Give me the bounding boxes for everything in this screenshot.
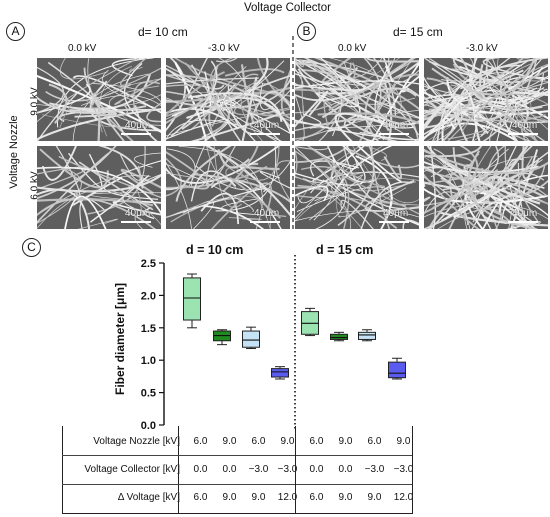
scale-bar: [508, 133, 538, 135]
y-tick-label: 2.0: [141, 290, 156, 302]
table-cell: 9.0: [396, 435, 411, 447]
row-label-voltage-collector: Voltage Collector [kV]: [84, 463, 180, 475]
table-rule: [412, 426, 413, 514]
table-cell: −3.0: [248, 463, 269, 475]
figure-title: Voltage Collector: [244, 2, 331, 14]
scale-bar: [508, 221, 538, 223]
table-cell: 9.0: [338, 435, 353, 447]
box-plot: 0.0 0.5 1.0 1.5 2.0 2.5: [141, 255, 406, 430]
sem-image-d15-9kv-0kv: 40μm: [295, 58, 419, 141]
box: [358, 331, 376, 340]
table-cell: 9.0: [367, 491, 382, 503]
row-label-voltage-nozzle: Voltage Nozzle [kV]: [93, 435, 180, 447]
scale-bar: [379, 133, 409, 135]
box: [183, 277, 201, 321]
y-tick-label: 2.5: [141, 258, 156, 270]
table-cell: 9.0: [222, 491, 237, 503]
table-cell: −3.0: [393, 463, 414, 475]
scale-bar: [250, 133, 280, 135]
box: [271, 368, 289, 378]
table-cell: −3.0: [364, 463, 385, 475]
table-rule: [62, 484, 412, 485]
sem-image-d10-9kv-0kv: 40μm: [37, 58, 161, 141]
column-header-b-0kv: 0.0 kV: [338, 43, 367, 54]
table-cell: 6.0: [309, 435, 324, 447]
scale-bar-label: 40μm: [125, 208, 151, 219]
sem-image-d10-6kv-0kv: 40μm: [37, 146, 161, 229]
group-title-d15: d = 15 cm: [316, 243, 374, 257]
table-cell: 12.0: [393, 491, 414, 503]
column-header-a-0kv: 0.0 kV: [68, 43, 97, 54]
table-rule: [62, 455, 412, 456]
table-cell: −3.0: [277, 463, 298, 475]
scale-bar-label: 40μm: [125, 120, 151, 131]
table-cell: 9.0: [338, 491, 353, 503]
panel-c-letter: C: [22, 238, 41, 257]
scale-bar-label: 40μm: [254, 120, 280, 131]
table-rule: [178, 426, 179, 514]
table-cell: 0.0: [193, 463, 208, 475]
row-label-delta-voltage: Δ Voltage [kV]: [117, 491, 180, 503]
sem-image-d15-6kv-3kv: 40μm: [424, 146, 548, 229]
panel-b-letter: B: [297, 22, 316, 41]
sem-image-d10-6kv-3kv: 40μm: [166, 146, 290, 229]
scale-bar-label: 40μm: [254, 208, 280, 219]
table-rule: [62, 513, 412, 514]
panel-a-letter: A: [6, 22, 25, 41]
column-header-a-3kv: -3.0 kV: [208, 43, 240, 54]
y-tick-label: 0.5: [141, 388, 156, 400]
y-tick-label: 1.0: [141, 355, 156, 367]
table-row: Voltage Nozzle [kV] 6.0 9.0 6.0 9.0 6.0 …: [62, 427, 418, 455]
table-cell: 6.0: [193, 491, 208, 503]
table-cell: 0.0: [338, 463, 353, 475]
scale-bar: [121, 221, 151, 223]
scale-bar-label: 40μm: [383, 120, 409, 131]
table-cell: 9.0: [251, 491, 266, 503]
box: [330, 333, 348, 340]
table-cell: 9.0: [222, 435, 237, 447]
row-axis-label: Voltage Nozzle: [8, 115, 20, 189]
parameter-table: Voltage Nozzle [kV] 6.0 9.0 6.0 9.0 6.0 …: [62, 427, 418, 511]
column-header-b-3kv: -3.0 kV: [466, 43, 498, 54]
scale-bar-label: 40μm: [512, 120, 538, 131]
table-cell: 9.0: [280, 435, 295, 447]
table-row: Voltage Collector [kV] 0.0 0.0 −3.0 −3.0…: [62, 455, 418, 483]
sem-image-d15-9kv-3kv: 40μm: [424, 58, 548, 141]
table-cell: 0.0: [222, 463, 237, 475]
y-tick-label: 0.0: [141, 420, 156, 430]
panel-a-distance-label: d= 10 cm: [138, 25, 188, 39]
scale-bar-label: 40μm: [383, 208, 409, 219]
group-title-d10: d = 10 cm: [186, 243, 244, 257]
group-separator-table: [295, 426, 296, 514]
scale-bar-label: 40μm: [512, 208, 538, 219]
panel-separator-top: [292, 36, 294, 232]
table-cell: 6.0: [309, 491, 324, 503]
table-cell: 6.0: [251, 435, 266, 447]
sem-image-d10-9kv-3kv: 40μm: [166, 58, 290, 141]
y-tick-label: 1.5: [141, 323, 156, 335]
scale-bar: [379, 221, 409, 223]
box: [242, 330, 260, 348]
table-cell: 0.0: [309, 463, 324, 475]
scale-bar: [250, 221, 280, 223]
table-cell: 6.0: [367, 435, 382, 447]
table-cell: 12.0: [277, 491, 298, 503]
sem-image-d15-6kv-0kv: 40μm: [295, 146, 419, 229]
box: [388, 361, 406, 379]
table-row: Δ Voltage [kV] 6.0 9.0 9.0 12.0 6.0 9.0 …: [62, 483, 418, 511]
scale-bar: [121, 133, 151, 135]
table-rule: [62, 426, 63, 514]
panel-b-distance-label: d= 15 cm: [393, 25, 443, 39]
table-cell: 6.0: [193, 435, 208, 447]
